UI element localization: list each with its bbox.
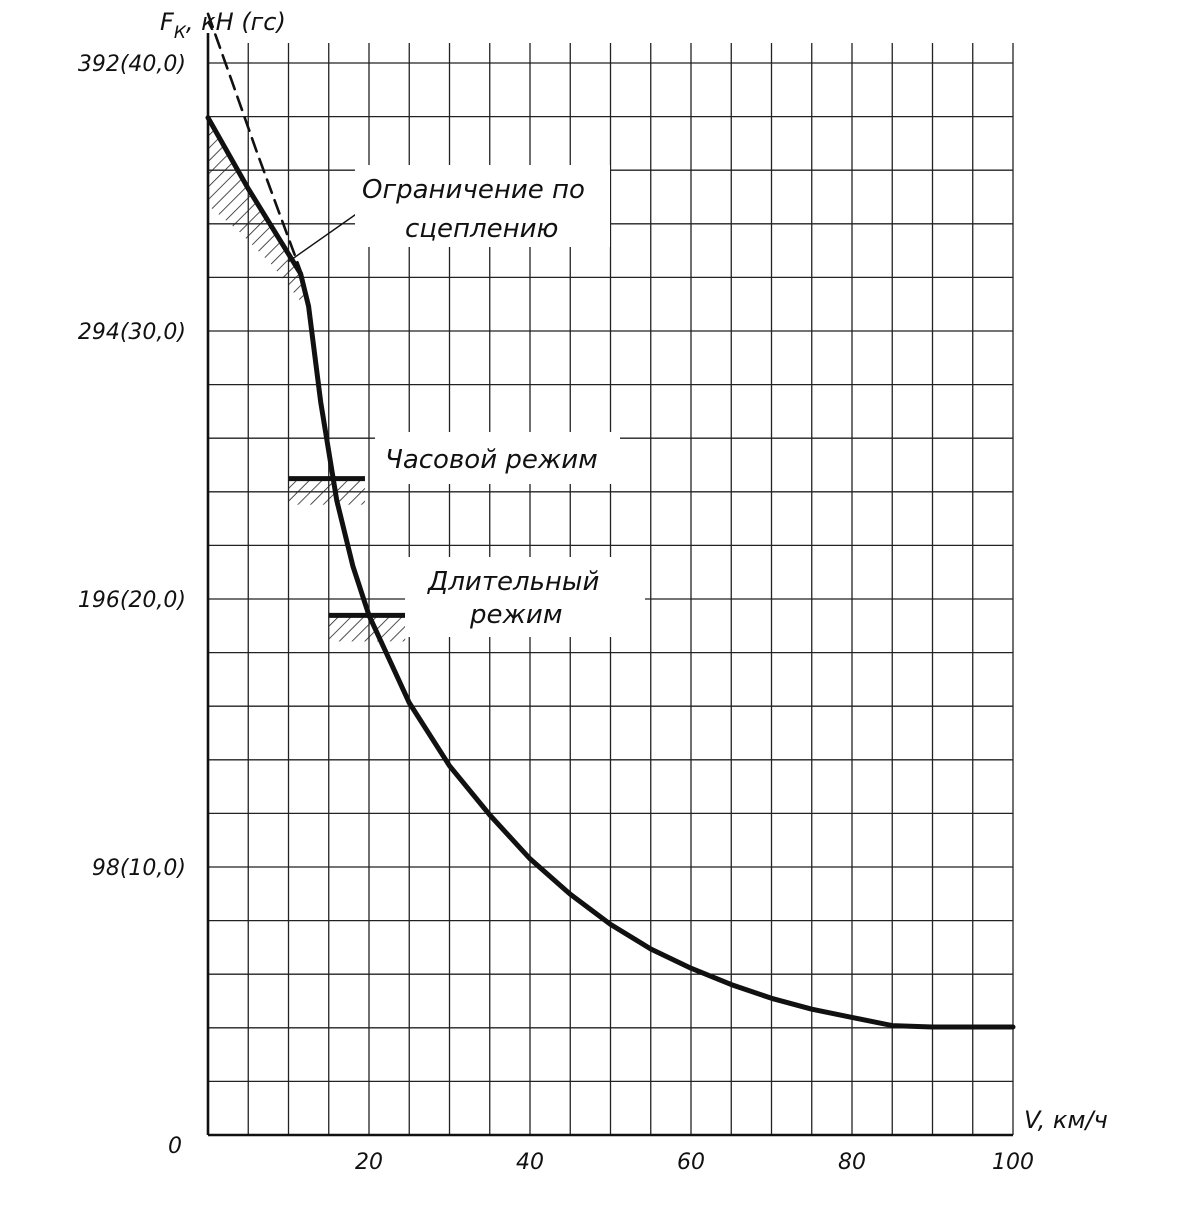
y-axis-title-sub: К bbox=[174, 23, 187, 43]
axes bbox=[206, 33, 1013, 1137]
series-group bbox=[205, 12, 1016, 1030]
hatch-hourly-rating bbox=[288, 478, 365, 505]
y-axis-title-unit: , кН (гс) bbox=[186, 8, 286, 36]
annotation-continuous-line1: Длительный bbox=[427, 567, 599, 597]
annotation-adhesion-line2: сцеплению bbox=[405, 214, 558, 244]
y-axis-title-main: F bbox=[160, 8, 175, 36]
tick-labels: 20 40 60 80 100 98(10,0) 196(20,0) 294(30,0) 392… bbox=[78, 52, 1034, 1175]
x-axis-title: V, км/ч bbox=[1024, 1106, 1108, 1134]
y-tick-label: 98(10,0) bbox=[92, 856, 186, 881]
x-tick-label: 20 bbox=[355, 1150, 383, 1175]
series-traction-curve bbox=[205, 115, 1016, 1030]
x-tick-label: 80 bbox=[838, 1150, 866, 1175]
hatch-continuous-rating bbox=[328, 615, 406, 642]
annotation-adhesion-line1: Ограничение по bbox=[362, 175, 585, 205]
annotation-box-continuous bbox=[405, 557, 645, 637]
x-tick-label: 40 bbox=[516, 1150, 544, 1175]
adhesion-leader-line bbox=[287, 209, 363, 263]
annotation-continuous-line2: режим bbox=[469, 600, 562, 630]
rating-marks bbox=[288, 476, 406, 618]
origin-label: 0 bbox=[168, 1134, 182, 1159]
annotation-box-hourly bbox=[375, 432, 620, 484]
x-tick-label: 100 bbox=[992, 1150, 1034, 1175]
y-tick-label: 294(30,0) bbox=[78, 320, 186, 345]
y-tick-label: 196(20,0) bbox=[78, 588, 186, 613]
annotation-hourly: Часовой режим bbox=[385, 445, 598, 475]
series-adhesion-limit bbox=[206, 12, 302, 273]
x-tick-label: 60 bbox=[677, 1150, 705, 1175]
y-tick-label: 392(40,0) bbox=[78, 52, 186, 77]
annotation-box-adhesion bbox=[355, 165, 610, 247]
y-axis-title: FК, кН (гс) bbox=[160, 8, 286, 43]
